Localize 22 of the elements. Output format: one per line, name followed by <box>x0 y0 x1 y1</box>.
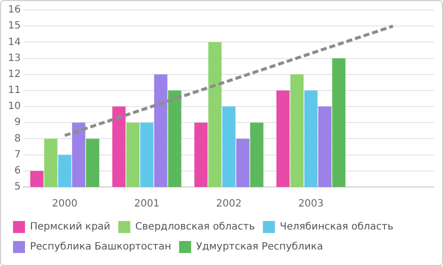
y-tick-label: 12 <box>8 68 21 80</box>
y-tick-label: 6 <box>14 166 21 177</box>
y-tick-label: 14 <box>8 36 21 48</box>
x-tick-label: 2002 <box>216 198 242 210</box>
legend-label: Удмуртская Республика <box>196 242 323 253</box>
legend-label: Пермский край <box>30 222 110 233</box>
line-series <box>63 24 394 138</box>
legend-label: Республика Башкортостан <box>30 242 172 253</box>
y-tick-label: 11 <box>8 85 21 96</box>
x-tick-label: 2003 <box>298 198 324 210</box>
y-tick-label: 8 <box>14 133 21 144</box>
y-tick-label: 9 <box>14 117 21 128</box>
y-tick-label: 15 <box>8 20 21 32</box>
y-tick-label: 5 <box>14 182 21 193</box>
y-tick-label: 13 <box>8 52 21 64</box>
x-tick-label: 2000 <box>52 198 78 210</box>
y-tick-label: 16 <box>8 4 21 16</box>
x-tick-label: 2001 <box>134 198 160 210</box>
legend-label: Свердловская область <box>135 222 255 233</box>
y-tick-label: 10 <box>8 101 21 112</box>
legend-label: Челябинская область <box>280 222 394 233</box>
y-tick-label: 7 <box>14 149 21 160</box>
